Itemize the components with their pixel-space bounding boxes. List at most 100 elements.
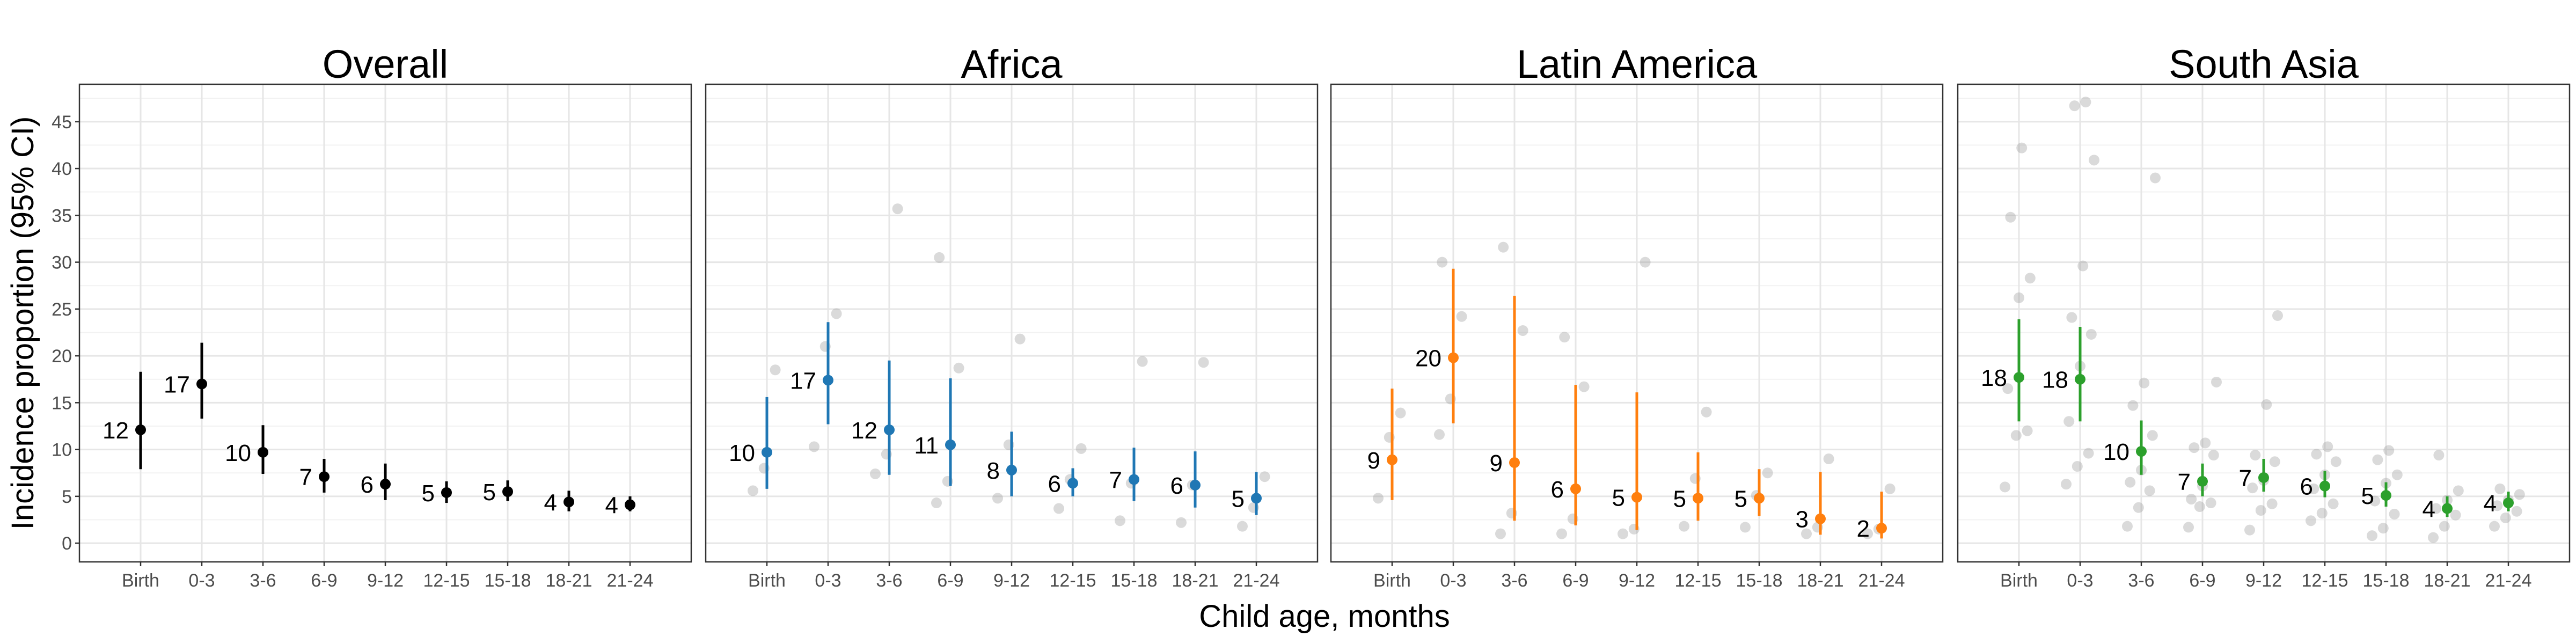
cohort-point [1679,521,1689,532]
cohort-point [2127,400,2139,411]
cohort-point [2311,449,2322,460]
cohort-point [1740,522,1751,533]
x-tick-label: 21-24 [1233,570,1280,591]
estimate-point [1815,513,1826,524]
estimate-point [2136,446,2147,457]
x-tick-label: 0-3 [815,570,841,591]
cohort-point [2244,524,2255,536]
cohort-point [2122,521,2133,532]
cohort-point [2080,97,2091,108]
estimate-point [380,479,391,490]
x-tick-label: 18-21 [546,570,592,591]
cohort-point [2194,501,2205,513]
cohort-point [1556,528,1567,539]
panel-africa: Africa Birth 0-3 3-6 6-9 9-12 12-15 15-18 18-21 2… [705,42,1319,591]
x-tick-label: 0-3 [2067,570,2093,591]
estimate-data-label: 5 [483,479,496,506]
cohort-point [2063,416,2075,427]
panel-title: Latin America [1517,42,1758,86]
cohort-point [2261,399,2272,410]
x-tick-label: 9-12 [1619,570,1655,591]
cohort-point [2089,155,2099,166]
x-tick-label: Birth [748,570,786,591]
estimate-data-label: 7 [2178,469,2191,495]
cohort-point [2250,450,2261,461]
estimate-data-label: 12 [103,418,129,444]
estimate-point [1067,478,1078,489]
x-tick-label: 3-6 [250,570,276,591]
y-tick-label: 20 [52,346,72,367]
estimate-point [1570,483,1581,494]
cohort-point [2389,509,2400,519]
cohort-point [1762,467,1773,479]
cohort-point [1014,333,1026,345]
x-tick-label: 18-21 [1797,570,1844,591]
cohort-point [953,362,964,374]
estimate-point [2075,374,2085,385]
x-tick-label: 9-12 [993,570,1030,591]
cohort-point [2489,521,2500,532]
estimate-data-label: 7 [2239,465,2252,492]
estimate-data-label: 5 [2361,483,2374,509]
estimate-point [884,424,895,435]
cohort-point [2492,500,2503,511]
cohort-point [2308,483,2319,494]
cohort-point [2453,485,2464,496]
cohort-point [2125,477,2136,488]
estimate-data-label: 17 [164,371,190,398]
estimate-point [1129,474,1139,485]
x-tick-label: 15-18 [1736,570,1783,591]
cohort-point [2247,482,2258,494]
x-tick-label: 3-6 [1501,570,1527,591]
x-tick-label: 12-15 [1050,570,1096,591]
cohort-point [2014,292,2024,303]
estimate-data-label: 2 [1857,516,1870,542]
panel-south-asia: South Asia Birth 0-3 3-6 6-9 9-12 12-15 15-18 18… [1957,42,2571,591]
cohort-point [2200,437,2211,449]
x-tick-label: 3-6 [876,570,902,591]
cohort-point [2066,312,2077,323]
estimate-data-label: 9 [1490,450,1503,477]
estimate-point [1754,493,1765,504]
cohort-point [2439,521,2450,532]
estimate-point [2014,372,2024,383]
panel-title: Overall [323,42,448,86]
cohort-point [2450,509,2461,521]
y-axis-title: Incidence proportion (95% CI) [5,116,40,530]
cohort-point [770,364,781,376]
estimate-point [319,471,330,482]
cohort-point [2377,523,2389,534]
x-tick-label: 9-12 [367,570,404,591]
y-tick-label: 30 [52,253,72,273]
estimate-data-label: 20 [1415,346,1441,372]
cohort-point [2147,430,2158,441]
estimate-point [1190,479,1201,491]
cohort-point [1640,257,1651,268]
cohort-point [2316,508,2328,519]
panel-title: Africa [961,42,1063,86]
cohort-point [2077,260,2089,272]
cohort-point [2330,456,2341,467]
cohort-point [2002,383,2014,394]
cohort-point [1137,356,1148,367]
cohort-point [1801,528,1812,539]
estimate-data-label: 10 [225,440,251,466]
cohort-point [2183,522,2194,533]
cohort-point [892,203,903,215]
cohort-point [2139,377,2150,389]
cohort-point [2328,498,2339,509]
cohort-point [2511,506,2522,517]
x-tick-label: 18-21 [1172,570,1219,591]
x-tick-label: 6-9 [311,570,337,591]
estimate-point [625,499,635,510]
estimate-data-label: 6 [1048,471,1061,497]
cohort-point [2428,532,2439,543]
cohort-point [2133,502,2144,513]
estimate-data-label: 12 [851,418,877,444]
x-tick-label: 12-15 [1675,570,1722,591]
y-tick-label: 45 [52,112,72,133]
estimate-point [2442,503,2453,514]
estimate-data-label: 5 [422,480,435,507]
estimate-point [2503,497,2514,509]
